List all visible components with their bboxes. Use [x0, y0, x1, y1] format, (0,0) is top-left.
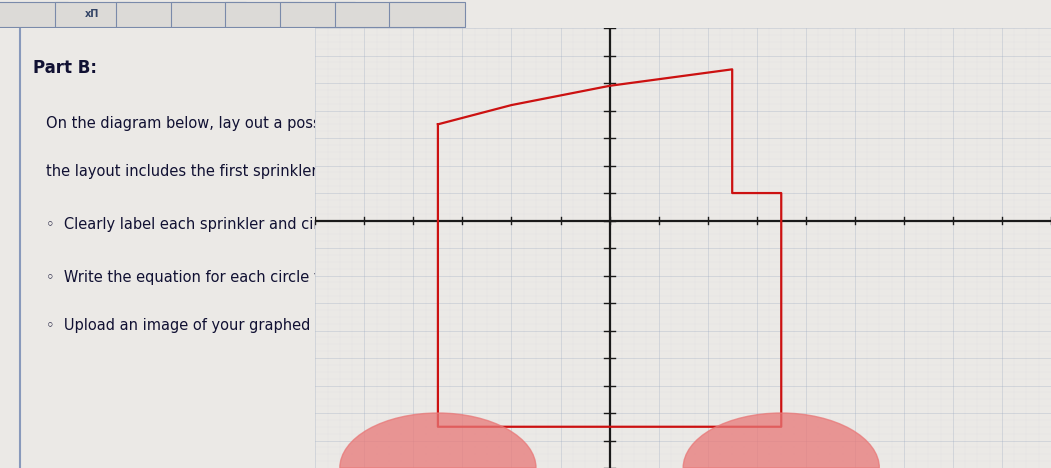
Text: Part B:: Part B:	[34, 59, 97, 77]
FancyBboxPatch shape	[0, 2, 68, 27]
Text: the layout includes the first sprinkler pattern in question # 1.: the layout includes the first sprinkler …	[46, 164, 498, 179]
FancyBboxPatch shape	[334, 2, 410, 27]
Text: xΠ: xΠ	[85, 9, 100, 19]
Text: ◦  Upload an image of your graphed layout along with the list of equations.: ◦ Upload an image of your graphed layout…	[46, 318, 598, 333]
FancyBboxPatch shape	[225, 2, 301, 27]
Wedge shape	[339, 413, 536, 468]
FancyBboxPatch shape	[389, 2, 465, 27]
FancyBboxPatch shape	[55, 2, 130, 27]
Text: On the diagram below, lay out a possible configuration for the sprinkler system.: On the diagram below, lay out a possible…	[46, 116, 729, 131]
FancyBboxPatch shape	[117, 2, 191, 27]
FancyBboxPatch shape	[170, 2, 246, 27]
Text: ◦  Write the equation for each circle you have drawn.: ◦ Write the equation for each circle you…	[46, 270, 437, 285]
Wedge shape	[683, 413, 880, 468]
Text: ◦  Clearly label each sprinkler and circular pattern.: ◦ Clearly label each sprinkler and circu…	[46, 217, 419, 232]
FancyBboxPatch shape	[280, 2, 355, 27]
